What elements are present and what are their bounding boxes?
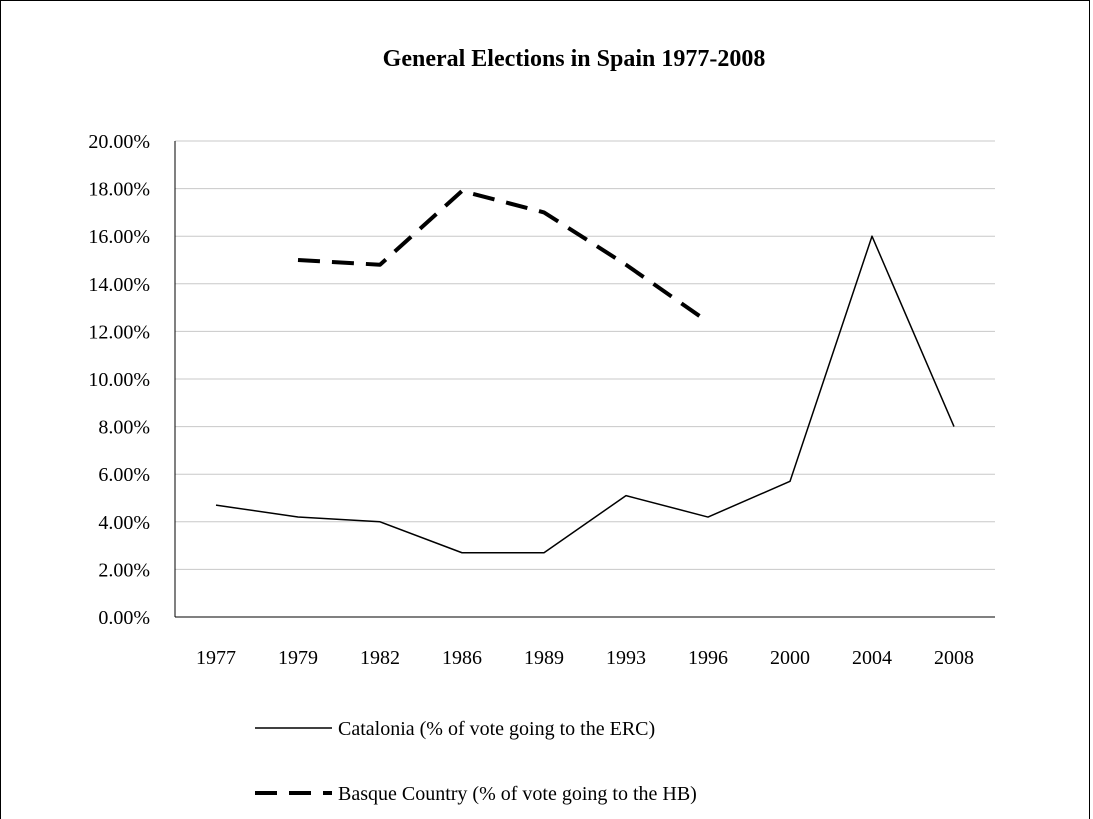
x-tick-label: 1986 [442,647,482,669]
basque-country-series-line [297,188,710,324]
x-tick-label: 1982 [360,647,400,669]
y-tick-label: 0.00% [98,607,150,629]
x-tick-label: 2008 [934,647,974,669]
gridlines [175,140,995,618]
y-tick-label: 8.00% [98,417,150,439]
y-tick-label: 18.00% [88,179,150,201]
x-tick-label: 2000 [770,647,810,669]
x-tick-label: 1979 [278,647,318,669]
x-tick-label: 1996 [688,647,728,669]
legend: Catalonia (% of vote going to the ERC) Ba… [255,718,697,805]
x-axis-ticks: 1977 1979 1982 1986 1989 1993 1996 2000 2004 2008 [196,647,974,669]
y-tick-label: 12.00% [88,321,150,343]
y-axis-ticks: 0.00% 2.00% 4.00% 6.00% 8.00% 10.00% 12.00% 14.… [88,131,150,629]
y-tick-label: 20.00% [88,131,150,153]
x-tick-label: 1977 [196,647,236,669]
y-tick-label: 2.00% [98,559,150,581]
legend-label: Basque Country (% of vote going to the H… [338,783,697,805]
y-tick-label: 10.00% [88,369,150,391]
x-tick-label: 2004 [852,647,892,669]
chart-title: General Elections in Spain 1977-2008 [383,46,766,72]
x-tick-label: 1989 [524,647,564,669]
y-tick-label: 16.00% [88,226,150,248]
y-tick-label: 6.00% [98,464,150,486]
y-tick-label: 4.00% [98,512,150,534]
catalonia-series-line [215,235,955,554]
series-lines [215,188,955,554]
y-tick-label: 14.00% [88,274,150,296]
legend-label: Catalonia (% of vote going to the ERC) [338,718,655,740]
x-tick-label: 1993 [606,647,646,669]
